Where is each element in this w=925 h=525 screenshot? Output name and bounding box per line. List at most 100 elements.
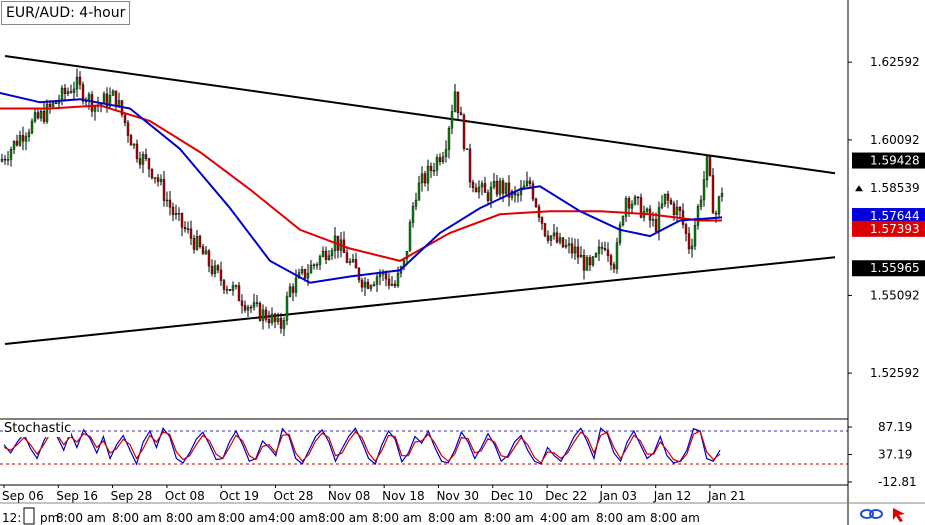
- bear-candle: [501, 180, 505, 194]
- price-badge-red: [852, 220, 925, 237]
- stochastic-title: Stochastic: [4, 421, 72, 437]
- bull-candle: [6, 159, 10, 161]
- bull-candle: [261, 309, 265, 321]
- bull-candle: [450, 111, 454, 129]
- bull-candle: [72, 88, 76, 93]
- bull-candle: [621, 216, 625, 226]
- bull-candle: [51, 102, 55, 107]
- bear-candle: [171, 207, 175, 215]
- bull-candle: [630, 203, 634, 209]
- x-tick-label: Jan 21: [707, 489, 746, 503]
- bottom-strip-label: 4:00 am: [268, 511, 318, 525]
- bear-candle: [255, 302, 259, 304]
- bull-candle: [108, 95, 112, 107]
- price-level-label: 1.58539: [870, 181, 920, 195]
- bull-candle: [720, 193, 724, 197]
- stoch-tick-label: -12.81: [878, 475, 917, 489]
- bull-candle: [27, 132, 31, 137]
- bear-candle: [267, 319, 271, 324]
- bear-candle: [423, 173, 427, 184]
- bull-candle: [447, 127, 451, 150]
- bull-candle: [444, 149, 448, 158]
- bear-candle: [147, 158, 151, 170]
- bear-candle: [546, 235, 550, 241]
- bull-candle: [414, 199, 418, 207]
- stoch-tick-label: 37.19: [878, 448, 912, 462]
- bear-candle: [3, 158, 7, 161]
- bull-candle: [39, 111, 43, 119]
- bear-candle: [144, 154, 148, 159]
- bull-candle: [24, 136, 28, 142]
- cursor-arrow-shape: [893, 508, 905, 522]
- bear-candle: [150, 168, 154, 179]
- bear-candle: [207, 250, 211, 267]
- bear-candle: [393, 283, 397, 287]
- bear-candle: [366, 281, 370, 289]
- bull-candle: [420, 173, 424, 184]
- bull-candle: [300, 269, 304, 274]
- bull-candle: [405, 251, 409, 259]
- bull-candle: [369, 285, 373, 289]
- bear-candle: [588, 257, 592, 266]
- bear-candle: [678, 207, 682, 211]
- link-icon-ring-1: [860, 509, 874, 519]
- bear-candle: [180, 213, 184, 228]
- bear-candle: [495, 181, 499, 195]
- x-tick-label: Jan 03: [598, 489, 637, 503]
- bear-candle: [15, 140, 19, 146]
- bull-candle: [231, 285, 235, 291]
- bull-candle: [195, 236, 199, 250]
- bear-candle: [711, 175, 715, 214]
- bull-candle: [489, 186, 493, 201]
- price-badge-blue: [852, 208, 925, 225]
- bull-candle: [717, 196, 721, 215]
- bull-candle: [252, 302, 256, 308]
- bull-candle: [693, 225, 697, 247]
- bear-candle: [636, 196, 640, 199]
- bull-candle: [330, 250, 334, 257]
- bull-candle: [75, 76, 79, 90]
- bear-candle: [123, 114, 127, 123]
- bear-candle: [21, 135, 25, 142]
- link-icon[interactable]: [860, 509, 883, 519]
- bear-candle: [69, 91, 73, 93]
- bull-candle: [174, 213, 178, 215]
- bull-candle: [645, 208, 649, 212]
- bear-candle: [249, 306, 253, 309]
- y-tick-label: 1.60092: [870, 133, 920, 147]
- bear-candle: [198, 236, 202, 247]
- bear-candle: [237, 285, 241, 302]
- bull-candle: [585, 257, 589, 271]
- bear-candle: [78, 76, 82, 85]
- bear-candle: [129, 135, 133, 146]
- bottom-strip-label: 8:00 am: [112, 511, 162, 525]
- chart-title: EUR/AUD: 4-hour: [1, 1, 131, 25]
- price-level-label: 1.59428: [870, 154, 920, 168]
- price-badge-last: [852, 180, 925, 197]
- bull-candle: [477, 186, 481, 193]
- price-level-label: 1.57393: [870, 222, 920, 236]
- bear-candle: [216, 265, 220, 271]
- bear-candle: [540, 217, 544, 224]
- price-badge-black: [852, 260, 925, 277]
- bull-candle: [375, 276, 379, 285]
- bull-candle: [579, 255, 583, 258]
- bull-candle: [282, 320, 286, 329]
- bear-candle: [507, 182, 511, 198]
- scroll-handle[interactable]: [23, 507, 35, 525]
- bull-candle: [408, 222, 412, 252]
- bear-candle: [279, 318, 283, 329]
- bull-candle: [615, 242, 619, 270]
- bull-candle: [702, 179, 706, 201]
- bull-candle: [66, 91, 70, 94]
- x-tick-label: Dec 10: [491, 489, 533, 503]
- bull-candle: [690, 245, 694, 250]
- bull-candle: [327, 255, 331, 260]
- cursor-arrow-icon[interactable]: [893, 508, 905, 522]
- bull-candle: [573, 246, 577, 254]
- bull-candle: [618, 224, 622, 244]
- bull-candle: [165, 199, 169, 202]
- bear-candle: [600, 246, 604, 249]
- x-tick-label: Oct 28: [274, 489, 314, 503]
- bull-candle: [18, 135, 22, 146]
